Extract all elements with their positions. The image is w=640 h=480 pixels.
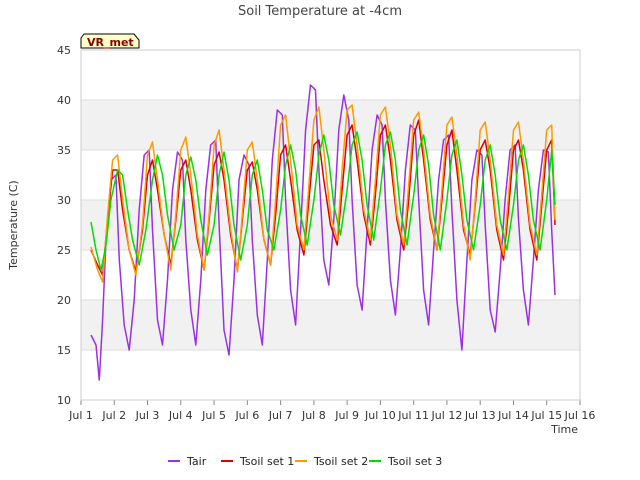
legend-label: Tsoil set 1 <box>239 455 294 468</box>
x-tick-label: Jul 4 <box>168 409 193 422</box>
x-tick-label: Jul 12 <box>431 409 463 422</box>
legend-label: Tsoil set 2 <box>313 455 368 468</box>
legend: Tair Tsoil set 1 Tsoil set 2 Tsoil set 3 <box>168 455 442 468</box>
x-tick-label: Jul 5 <box>201 409 226 422</box>
series-line-tsoil-set-2 <box>90 104 556 283</box>
y-tick-label: 20 <box>57 294 71 307</box>
station-label-tag: VR_met <box>80 33 140 49</box>
x-tick-label: Jul 6 <box>234 409 259 422</box>
x-tick-label: Jul 15 <box>530 409 562 422</box>
y-tick-label: 35 <box>57 144 71 157</box>
legend-label: Tair <box>186 455 207 468</box>
y-tick-label: 40 <box>57 94 71 107</box>
y-tick-label: 10 <box>57 394 71 407</box>
series-line-tsoil-set-3 <box>90 131 556 271</box>
grid-band <box>81 100 580 150</box>
x-tick-label: Jul 11 <box>397 409 429 422</box>
x-tick-label: Jul 16 <box>564 409 596 422</box>
plot-area: 10 15 20 25 30 35 40 45 Jul 1 Jul 2 Jul 3 Jul 4 Jul … <box>57 44 595 422</box>
station-label: VR_met <box>87 36 134 49</box>
y-tick-label: 25 <box>57 244 71 257</box>
x-tick-label: Jul 10 <box>364 409 396 422</box>
x-axis-title: Time <box>550 423 578 436</box>
x-tick-label: Jul 7 <box>268 409 293 422</box>
y-axis-title: Temperature (C) <box>7 180 20 270</box>
x-tick-label: Jul 13 <box>464 409 496 422</box>
grid-band <box>81 300 580 350</box>
y-tick-label: 15 <box>57 344 71 357</box>
legend-label: Tsoil set 3 <box>387 455 442 468</box>
y-tick-label: 45 <box>57 44 71 57</box>
chart-title: Soil Temperature at -4cm <box>238 4 402 19</box>
x-tick-label: Jul 9 <box>334 409 359 422</box>
x-tick-label: Jul 1 <box>68 409 93 422</box>
plot-frame <box>80 49 581 401</box>
x-tick-label: Jul 2 <box>101 409 126 422</box>
y-tick-label: 30 <box>57 194 71 207</box>
x-tick-label: Jul 14 <box>497 409 529 422</box>
x-tick-label: Jul 8 <box>301 409 326 422</box>
x-tick-label: Jul 3 <box>135 409 160 422</box>
